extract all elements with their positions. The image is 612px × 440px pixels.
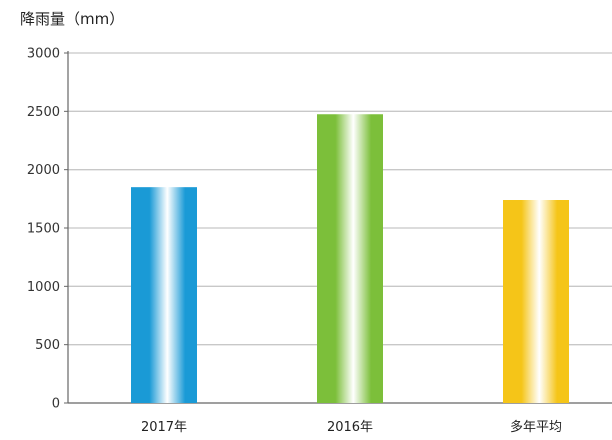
x-category-label: 多年平均 [510,419,562,435]
y-tick-label: 1500 [27,222,60,237]
y-tick-label: 2000 [27,163,60,178]
y-tick-label: 2500 [27,105,60,120]
x-category-label: 2016年 [327,420,373,435]
bar-1 [317,114,383,403]
y-tick-label: 500 [35,338,60,353]
bar-2 [503,200,569,403]
x-category-label: 2017年 [141,420,187,435]
labels: 0 500 1000 1500 2000 2500 3000 2017年 2016年 多年平均 [27,47,562,436]
bar-0 [131,187,197,403]
y-tick-label: 0 [52,397,60,412]
y-tick-label: 3000 [27,47,60,62]
y-tick-label: 1000 [27,280,60,295]
y-axis-label: 降雨量（mm） [20,10,124,28]
bars [131,114,569,403]
